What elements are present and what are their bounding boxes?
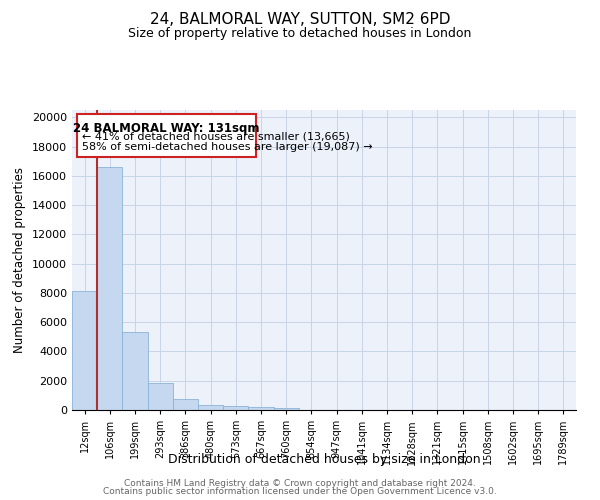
Bar [173, 399, 198, 410]
Bar [248, 407, 274, 410]
Text: 58% of semi-detached houses are larger (19,087) →: 58% of semi-detached houses are larger (… [82, 142, 373, 152]
Y-axis label: Number of detached properties: Number of detached properties [13, 167, 26, 353]
Text: Contains HM Land Registry data © Crown copyright and database right 2024.: Contains HM Land Registry data © Crown c… [124, 478, 476, 488]
Bar [198, 404, 223, 410]
Bar [72, 290, 97, 410]
Text: Contains public sector information licensed under the Open Government Licence v3: Contains public sector information licen… [103, 487, 497, 496]
Bar [274, 408, 299, 410]
Text: 24 BALMORAL WAY: 131sqm: 24 BALMORAL WAY: 131sqm [73, 122, 260, 134]
Bar [223, 406, 248, 410]
Text: Distribution of detached houses by size in London: Distribution of detached houses by size … [167, 452, 481, 466]
Bar [148, 384, 173, 410]
Text: 24, BALMORAL WAY, SUTTON, SM2 6PD: 24, BALMORAL WAY, SUTTON, SM2 6PD [150, 12, 450, 28]
FancyBboxPatch shape [77, 114, 256, 157]
Bar [122, 332, 148, 410]
Text: ← 41% of detached houses are smaller (13,665): ← 41% of detached houses are smaller (13… [82, 132, 350, 142]
Text: Size of property relative to detached houses in London: Size of property relative to detached ho… [128, 28, 472, 40]
Bar [97, 167, 122, 410]
